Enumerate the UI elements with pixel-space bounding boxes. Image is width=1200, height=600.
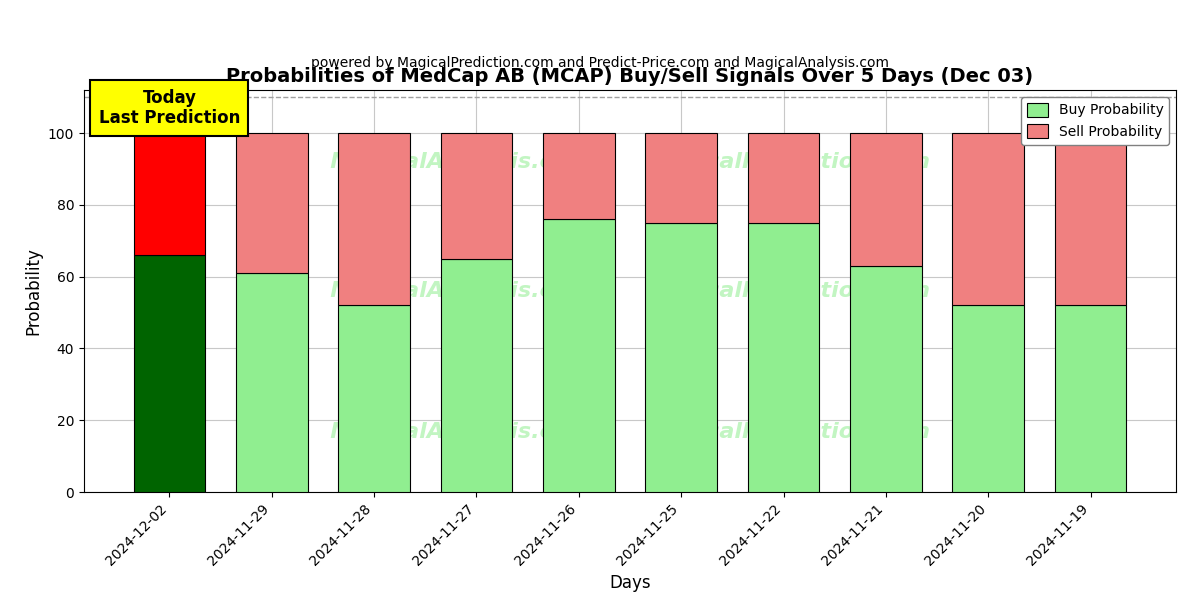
- Text: powered by MagicalPrediction.com and Predict-Price.com and MagicalAnalysis.com: powered by MagicalPrediction.com and Pre…: [311, 56, 889, 70]
- Bar: [1055, 305, 1127, 492]
- Title: Probabilities of MedCap AB (MCAP) Buy/Sell Signals Over 5 Days (Dec 03): Probabilities of MedCap AB (MCAP) Buy/Se…: [227, 67, 1033, 86]
- Bar: [1055, 133, 1127, 305]
- Y-axis label: Probability: Probability: [24, 247, 42, 335]
- Bar: [748, 223, 820, 492]
- Bar: [953, 305, 1024, 492]
- Text: MagicalAnalysis.com       MagicalPrediction.com: MagicalAnalysis.com MagicalPrediction.co…: [307, 422, 953, 442]
- Bar: [646, 133, 716, 223]
- Bar: [953, 133, 1024, 305]
- Bar: [544, 133, 614, 219]
- Bar: [133, 133, 205, 255]
- Bar: [236, 133, 307, 273]
- Bar: [338, 133, 410, 305]
- Bar: [133, 255, 205, 492]
- Text: MagicalAnalysis.com       MagicalPrediction.com: MagicalAnalysis.com MagicalPrediction.co…: [307, 281, 953, 301]
- Bar: [440, 133, 512, 259]
- Bar: [338, 305, 410, 492]
- Bar: [544, 219, 614, 492]
- Bar: [236, 273, 307, 492]
- Bar: [850, 133, 922, 266]
- Legend: Buy Probability, Sell Probability: Buy Probability, Sell Probability: [1021, 97, 1169, 145]
- X-axis label: Days: Days: [610, 574, 650, 592]
- Bar: [646, 223, 716, 492]
- Bar: [748, 133, 820, 223]
- Bar: [440, 259, 512, 492]
- Bar: [850, 266, 922, 492]
- Text: MagicalAnalysis.com       MagicalPrediction.com: MagicalAnalysis.com MagicalPrediction.co…: [307, 152, 953, 172]
- Text: Today
Last Prediction: Today Last Prediction: [98, 89, 240, 127]
